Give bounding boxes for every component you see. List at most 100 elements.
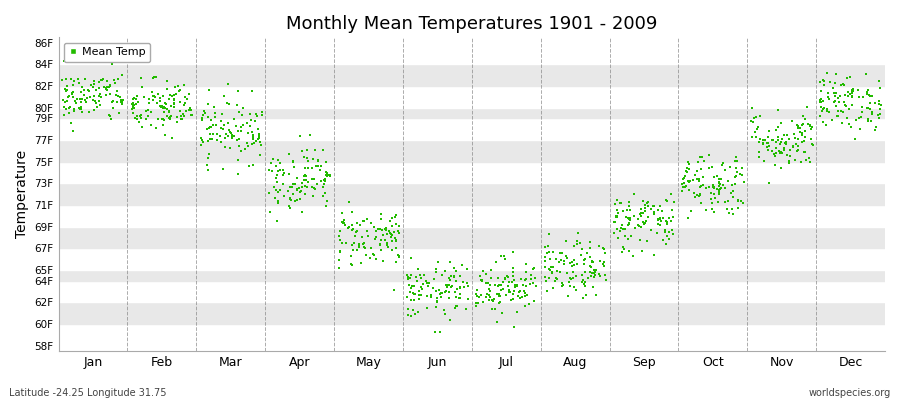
Point — [641, 199, 655, 206]
Point — [765, 148, 779, 154]
Point — [676, 176, 690, 182]
Point — [319, 169, 333, 176]
Point — [424, 294, 438, 300]
Point — [627, 224, 642, 231]
Point — [596, 261, 610, 268]
Point — [860, 105, 875, 111]
Point — [786, 143, 800, 149]
Point — [294, 148, 309, 154]
Point — [623, 217, 637, 223]
Point — [360, 216, 374, 222]
Point — [439, 283, 454, 289]
Point — [83, 94, 97, 100]
Point — [582, 263, 597, 269]
Point — [762, 128, 777, 134]
Point — [223, 145, 238, 151]
Point — [865, 110, 879, 117]
Point — [862, 93, 877, 99]
Point — [149, 100, 164, 106]
Point — [683, 178, 698, 184]
Point — [157, 117, 171, 124]
Bar — [58, 248, 885, 270]
Point — [299, 172, 313, 179]
Point — [637, 208, 652, 214]
Point — [659, 197, 673, 204]
Point — [86, 106, 101, 113]
Point — [269, 179, 284, 185]
Point — [146, 75, 160, 82]
Point — [67, 82, 81, 88]
Point — [475, 268, 490, 274]
Point — [179, 108, 194, 114]
Point — [103, 82, 117, 89]
Point — [724, 182, 739, 188]
Point — [846, 86, 860, 92]
Point — [392, 253, 406, 259]
Point — [651, 206, 665, 213]
Point — [442, 282, 456, 288]
Point — [240, 140, 255, 147]
Point — [632, 223, 646, 229]
Point — [100, 84, 114, 90]
Point — [583, 245, 598, 252]
Point — [132, 113, 147, 119]
Point — [218, 135, 232, 141]
Point — [484, 275, 499, 281]
Point — [830, 113, 844, 119]
Point — [461, 282, 475, 289]
Point — [833, 82, 848, 89]
Point — [479, 294, 493, 300]
Bar — [58, 302, 885, 324]
Point — [400, 272, 414, 279]
Point — [65, 90, 79, 97]
Point — [155, 116, 169, 123]
Point — [333, 249, 347, 255]
Point — [221, 127, 236, 133]
Point — [413, 291, 428, 298]
Point — [336, 218, 350, 225]
Point — [854, 108, 868, 115]
Point — [561, 293, 575, 300]
Point — [557, 257, 572, 264]
Point — [428, 328, 442, 335]
Point — [660, 198, 674, 205]
Point — [251, 131, 266, 138]
Point — [195, 116, 210, 123]
Point — [74, 105, 88, 112]
Point — [247, 140, 261, 146]
Point — [162, 115, 176, 122]
Point — [506, 273, 520, 280]
Point — [541, 275, 555, 281]
Point — [782, 146, 796, 153]
Point — [598, 249, 612, 256]
Point — [202, 151, 216, 157]
Point — [103, 82, 117, 89]
Point — [163, 116, 177, 122]
Point — [130, 113, 144, 120]
Point — [283, 205, 297, 211]
Point — [598, 277, 613, 284]
Point — [389, 245, 403, 252]
Point — [378, 237, 392, 244]
Point — [564, 275, 579, 282]
Point — [793, 125, 807, 132]
Point — [775, 136, 789, 142]
Point — [243, 122, 257, 129]
Point — [316, 193, 330, 200]
Point — [223, 128, 238, 135]
Point — [418, 278, 433, 284]
Point — [125, 103, 140, 110]
Point — [183, 105, 197, 111]
Point — [292, 188, 307, 195]
Point — [701, 151, 716, 158]
Point — [387, 229, 401, 236]
Point — [756, 137, 770, 143]
Point — [641, 214, 655, 220]
Point — [194, 142, 209, 148]
Point — [345, 209, 359, 216]
Point — [498, 256, 512, 262]
Text: Latitude -24.25 Longitude 31.75: Latitude -24.25 Longitude 31.75 — [9, 388, 166, 398]
Point — [712, 187, 726, 193]
Text: worldspecies.org: worldspecies.org — [809, 388, 891, 398]
Point — [146, 97, 160, 104]
